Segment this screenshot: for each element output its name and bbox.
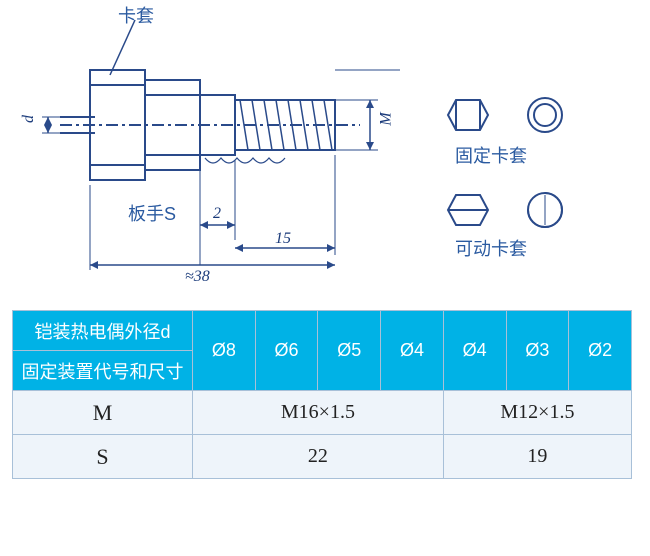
header-diam-3: Ø4 (381, 311, 444, 391)
cell-S-0: 22 (193, 435, 444, 479)
header-diam-1: Ø6 (255, 311, 318, 391)
spec-table: 铠装热电偶外径dØ8Ø6Ø5Ø4Ø4Ø3Ø2固定装置代号和尺寸 MM16×1.5… (12, 310, 632, 479)
cell-S-1: 19 (443, 435, 631, 479)
row-label-M: M (13, 391, 193, 435)
dim-M: M (378, 112, 396, 125)
dim-15: 15 (275, 230, 291, 248)
header-diam-6: Ø2 (569, 311, 632, 391)
dim-38: ≈38 (185, 268, 210, 286)
header-diam-0: Ø8 (193, 311, 256, 391)
spec-table-body: MM16×1.5M12×1.5 S2219 (13, 391, 632, 479)
callout-sleeve-top: 卡套 (118, 2, 154, 28)
engineering-diagram: 卡套 板手S 固定卡套 可动卡套 d M 2 15 ≈38 (0, 0, 650, 300)
dim-d: d (20, 115, 38, 123)
cell-M-0: M16×1.5 (193, 391, 444, 435)
dim-2: 2 (213, 205, 221, 223)
header-diam-4: Ø4 (443, 311, 506, 391)
header-diam-2: Ø5 (318, 311, 381, 391)
spec-table-head: 铠装热电偶外径dØ8Ø6Ø5Ø4Ø4Ø3Ø2固定装置代号和尺寸 (13, 311, 632, 391)
header-diameter-d: 铠装热电偶外径d (13, 311, 193, 351)
callout-fixed-sleeve: 固定卡套 (455, 142, 527, 168)
callout-movable-sleeve: 可动卡套 (455, 235, 527, 261)
cell-M-1: M12×1.5 (443, 391, 631, 435)
header-fixture-code: 固定装置代号和尺寸 (13, 351, 193, 391)
row-label-S: S (13, 435, 193, 479)
header-diam-5: Ø3 (506, 311, 569, 391)
callout-wrench-s: 板手S (128, 200, 176, 226)
fitting-drawing (0, 0, 650, 300)
